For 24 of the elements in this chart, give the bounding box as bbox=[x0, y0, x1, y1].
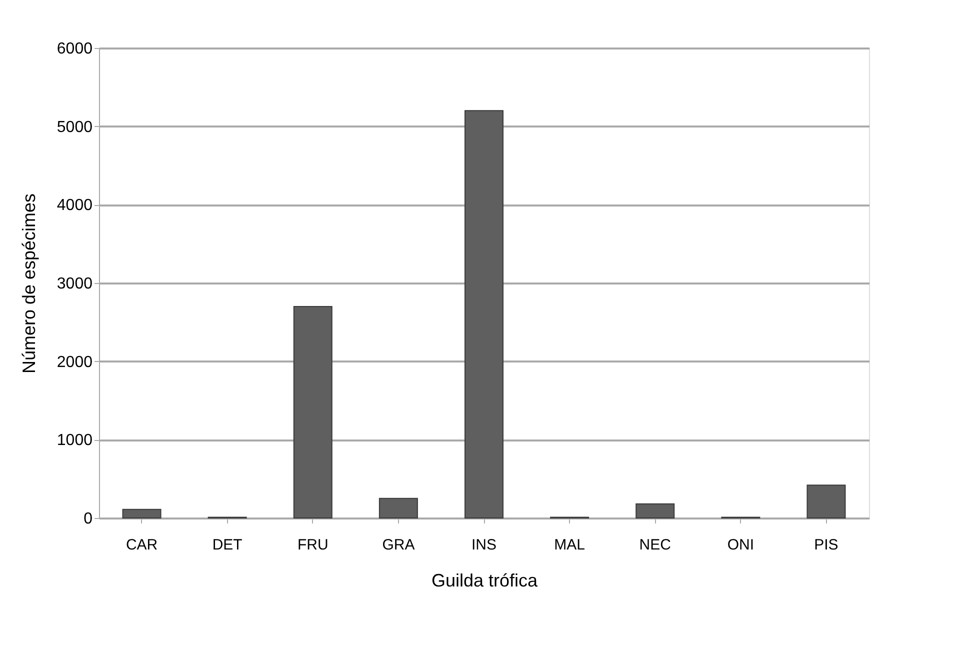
bar bbox=[378, 498, 418, 518]
bar bbox=[122, 508, 162, 518]
x-tick-label: ONI bbox=[727, 536, 754, 554]
x-tick-label: INS bbox=[471, 536, 497, 554]
y-axis-title: Número de espécimes bbox=[18, 193, 39, 374]
y-tick-label: 0 bbox=[84, 510, 93, 528]
bar bbox=[636, 503, 675, 518]
y-tick-label: 2000 bbox=[56, 354, 93, 371]
bar bbox=[806, 484, 846, 518]
x-axis-title: Guilda trófica bbox=[431, 570, 539, 590]
x-tick-label: NEC bbox=[639, 536, 672, 554]
y-tick-label: 6000 bbox=[56, 40, 93, 58]
y-tick-label: 4000 bbox=[56, 197, 93, 214]
x-tick-label: CAR bbox=[126, 536, 158, 554]
bar bbox=[293, 306, 332, 518]
bar bbox=[464, 110, 504, 518]
y-tick-label: 1000 bbox=[56, 432, 93, 450]
x-tick-label: FRU bbox=[297, 536, 328, 554]
y-tick-label: 5000 bbox=[56, 118, 93, 136]
y-tick-label: 3000 bbox=[56, 276, 93, 292]
x-tick-label: MAL bbox=[554, 536, 585, 554]
x-tick-label: PIS bbox=[814, 536, 838, 554]
x-tick-label: GRA bbox=[382, 536, 415, 554]
x-tick-label: DET bbox=[212, 536, 242, 554]
